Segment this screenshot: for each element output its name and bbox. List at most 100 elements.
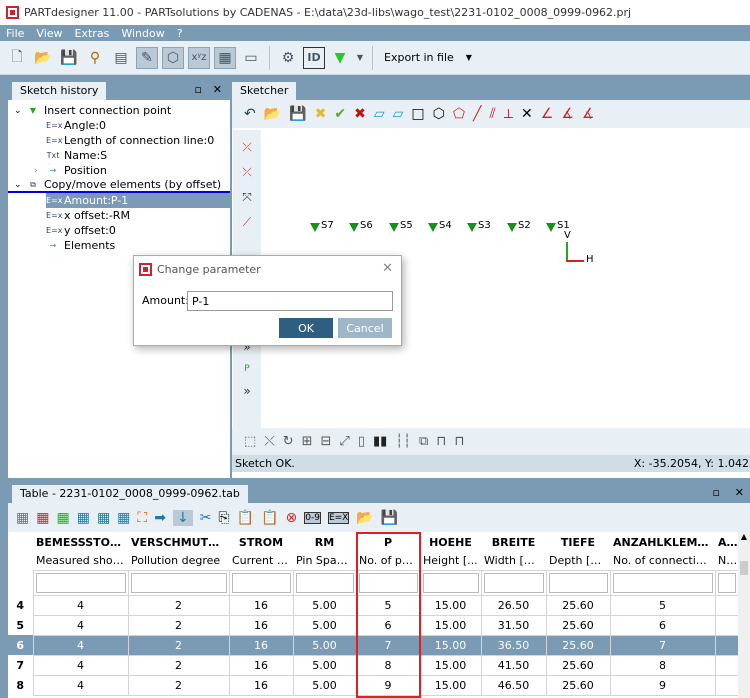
vertical-scrollbar[interactable]: ▲ <box>738 532 750 698</box>
table-cell[interactable]: 25.60 <box>545 594 611 616</box>
export-in-file-button[interactable]: Export in file <box>384 51 454 64</box>
eraser-construction-icon[interactable]: ▱ <box>392 106 404 122</box>
table-cell[interactable] <box>714 614 739 636</box>
angle-lines-icon[interactable]: ∠ <box>540 106 554 122</box>
close-icon[interactable]: ✕ <box>734 486 744 499</box>
connection-point-s6[interactable]: S6 <box>349 220 373 232</box>
filter-input[interactable] <box>548 572 608 593</box>
perpendicular-line-icon[interactable]: ⟂ <box>503 106 514 122</box>
add-row-icon[interactable]: ▦ <box>16 509 30 526</box>
table-cell[interactable]: 2 <box>127 614 230 636</box>
accept-icon[interactable]: ✔ <box>334 106 347 122</box>
table-cell[interactable]: 2 <box>127 634 230 656</box>
table-cell[interactable]: 26.50 <box>480 594 547 616</box>
eraser-icon[interactable]: ▱ <box>373 106 385 122</box>
undo-icon[interactable]: ↶ <box>244 106 256 122</box>
paste-special-icon[interactable]: 📋 <box>261 509 279 526</box>
connection-point-icon[interactable]: ▼ <box>334 49 346 66</box>
tree-item-amount[interactable]: E=x Amount:P-1 <box>46 193 230 208</box>
table-cell[interactable]: 5.00 <box>292 674 357 696</box>
trim-icon[interactable]: ⟋ <box>242 215 252 229</box>
open-folder-icon[interactable]: 📂 <box>34 49 52 66</box>
array-icon[interactable]: ⊞ <box>301 434 313 449</box>
table-cell[interactable]: 31.50 <box>480 614 547 636</box>
point-move-icon[interactable]: ⤧ <box>242 190 252 204</box>
column-header[interactable]: ANZ <box>718 535 738 549</box>
expand-down-icon[interactable]: » <box>243 384 251 398</box>
amount-input[interactable]: P-1 <box>187 291 393 311</box>
table-cell[interactable]: 25.60 <box>545 674 611 696</box>
dimension-icon[interactable]: ⊓ <box>436 434 447 449</box>
dimension-2-icon[interactable]: ⊓ <box>454 434 465 449</box>
shape-icon[interactable]: ⬡ <box>162 46 184 69</box>
row-number[interactable]: 4 <box>8 595 33 615</box>
table-cell[interactable]: 2 <box>127 674 230 696</box>
tab-sketcher[interactable]: Sketcher <box>232 82 297 100</box>
table-row[interactable]: 4 4 2 16 5.00 5 15.00 26.50 25.60 5 <box>8 594 739 616</box>
point-add-icon[interactable]: ⤫ <box>242 165 252 179</box>
connection-point-s4[interactable]: S4 <box>428 220 452 232</box>
table-cell[interactable]: 15.00 <box>419 634 482 656</box>
tree-item-y-offset[interactable]: E=x y offset:0 <box>46 224 116 237</box>
polygon-icon[interactable]: ⬠ <box>452 106 466 122</box>
table-row[interactable]: 8 4 2 16 5.00 9 15.00 46.50 25.60 9 <box>8 674 739 696</box>
table-cell[interactable]: 46.50 <box>480 674 547 696</box>
connection-point-s1[interactable]: S1 <box>546 220 570 232</box>
id-icon[interactable]: ID <box>303 46 325 69</box>
column-header[interactable]: RM <box>314 535 335 549</box>
scrollbar-thumb[interactable] <box>740 561 748 575</box>
component-icon[interactable]: ▭ <box>244 49 258 66</box>
filter-input[interactable] <box>483 572 544 593</box>
tree-item-insert-connection-point[interactable]: ⌄ ▼ Insert connection point <box>14 104 172 117</box>
scale-icon[interactable]: ⤢ <box>339 434 350 449</box>
expand-icon[interactable]: » <box>243 340 251 354</box>
range-icon[interactable]: 0-9 <box>304 511 321 524</box>
table-cell[interactable]: 16 <box>228 634 294 656</box>
dotted-columns-icon[interactable]: ┆┆ <box>395 434 411 449</box>
filter-input[interactable] <box>130 572 227 593</box>
angle-2-icon[interactable]: ∡ <box>581 106 595 122</box>
document-view-icon[interactable]: ▤ <box>114 49 128 66</box>
table-cell[interactable] <box>714 654 739 676</box>
move-delete-icon[interactable]: ⤬ <box>264 434 275 449</box>
table-cell[interactable]: 5.00 <box>292 634 357 656</box>
table-row[interactable]: 6 4 2 16 5.00 7 15.00 36.50 25.60 7 <box>8 634 739 656</box>
row-number[interactable]: 6 <box>8 635 33 655</box>
save-icon[interactable]: 💾 <box>380 509 399 526</box>
column-header[interactable]: BREITE <box>491 535 536 549</box>
filter-input[interactable] <box>358 572 418 593</box>
table-cell[interactable]: 4 <box>32 594 129 616</box>
menu-file[interactable]: File <box>6 26 25 40</box>
table-cell[interactable] <box>714 674 739 696</box>
arrow-right-icon[interactable]: ➡ <box>154 509 166 526</box>
table-cell[interactable]: 25.60 <box>545 654 611 676</box>
new-file-icon[interactable]: 🗋 <box>11 48 23 65</box>
import-icon[interactable]: 📂 <box>356 509 374 526</box>
export-dropdown-icon[interactable]: ▼ <box>465 53 472 62</box>
parameter-p-icon[interactable]: P <box>244 364 250 374</box>
move-icon[interactable]: ⬚ <box>244 434 257 449</box>
angle-icon[interactable]: ∡ <box>561 106 574 122</box>
restore-icon[interactable]: ▫ <box>712 486 720 499</box>
mirror-icon[interactable]: ▯ <box>357 434 365 449</box>
table-cell[interactable]: 5.00 <box>292 654 357 676</box>
table-cell[interactable]: 5.00 <box>292 594 357 616</box>
row-number[interactable]: 5 <box>8 615 33 635</box>
column-header[interactable]: STROM <box>238 535 284 549</box>
row-down-icon[interactable]: ▦ <box>96 509 111 526</box>
table-cell[interactable]: 2 <box>127 594 230 616</box>
table-cell[interactable]: 16 <box>228 614 294 636</box>
cancel-button[interactable]: Cancel <box>338 318 392 338</box>
expression-icon[interactable]: E=X <box>327 511 350 524</box>
table-cell[interactable]: 16 <box>228 594 294 616</box>
table-cell[interactable]: 41.50 <box>480 654 547 676</box>
sketch-canvas[interactable]: S7 S6 S5 S4 S3 S2 S1 V H <box>262 128 750 428</box>
copy-array-icon[interactable]: ⊟ <box>320 434 332 449</box>
paste-icon[interactable]: 📋 <box>236 509 255 526</box>
restore-icon[interactable]: ▫ <box>194 83 202 96</box>
tree-item-angle[interactable]: E=x Angle:0 <box>46 119 107 132</box>
connection-point-s2[interactable]: S2 <box>507 220 531 232</box>
line-icon[interactable]: ╱ <box>473 106 482 122</box>
table-cell[interactable]: 6 <box>609 614 716 636</box>
table-cell[interactable]: 4 <box>32 614 129 636</box>
